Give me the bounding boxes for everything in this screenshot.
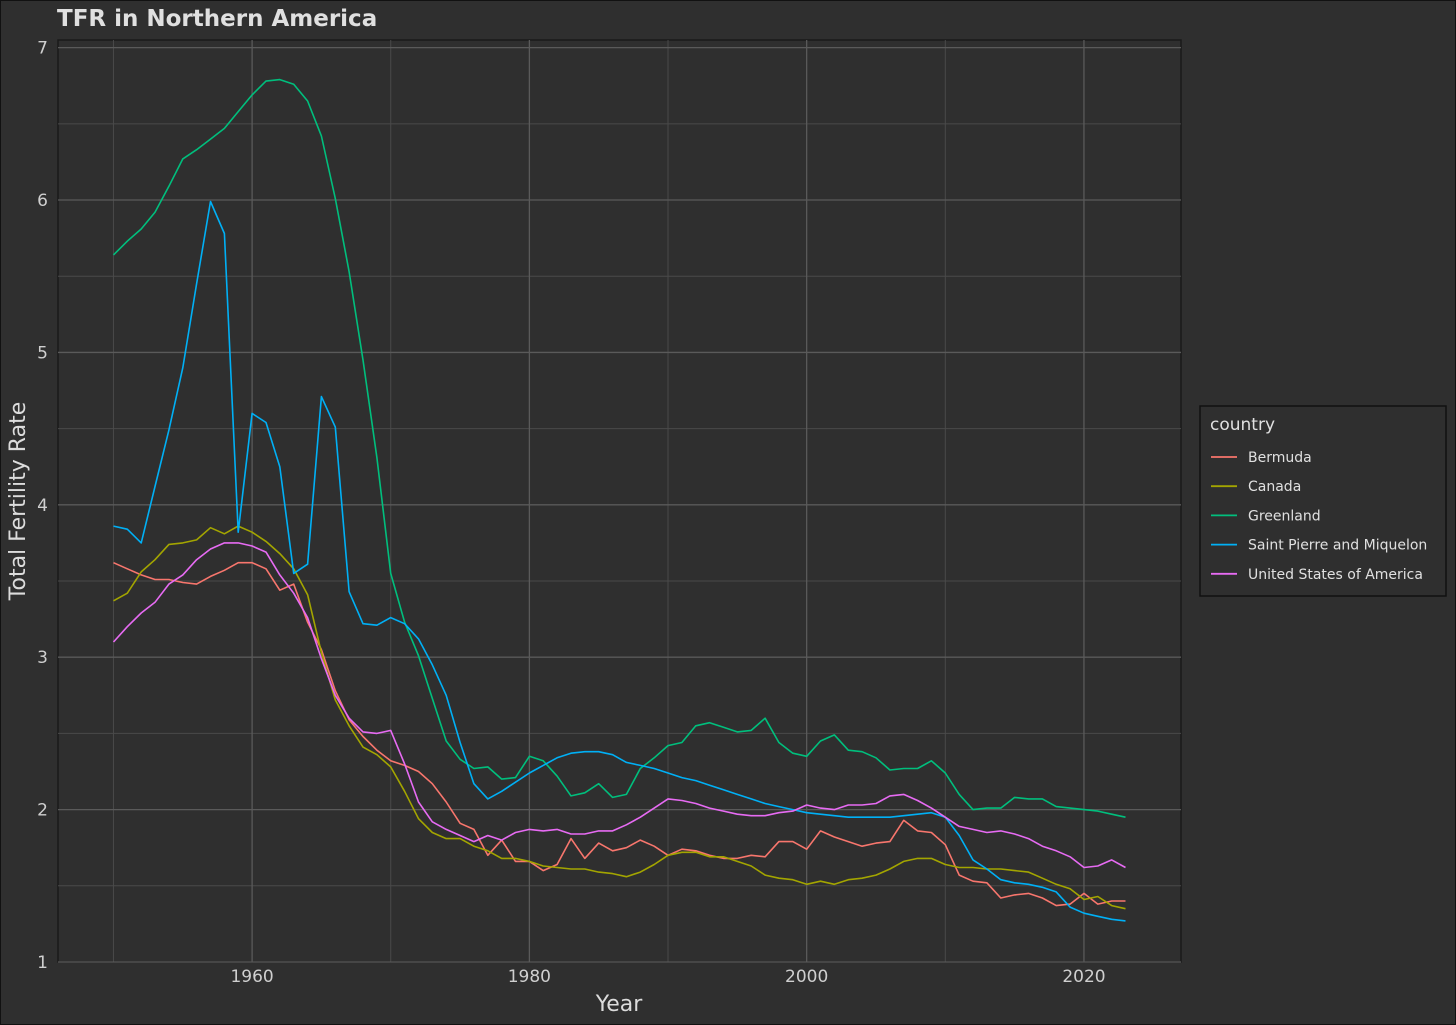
y-tick-label: 1: [37, 953, 48, 973]
y-tick-label: 4: [37, 496, 48, 516]
plot-panel: [57, 39, 1182, 963]
x-tick-label: 1960: [230, 967, 273, 987]
legend-title: country: [1210, 415, 1275, 435]
x-tick-labels: 1960 1980 2000 2020: [230, 967, 1105, 987]
x-axis-title: Year: [595, 992, 644, 1017]
legend: country Bermuda Canada Greenland Saint Pier…: [1199, 405, 1447, 597]
legend-label-canada: Canada: [1248, 479, 1301, 495]
legend-label-greenland: Greenland: [1248, 508, 1321, 524]
legend-label-united-states-of-america: United States of America: [1248, 567, 1423, 583]
y-tick-label: 5: [37, 343, 48, 363]
grid-minor: [58, 40, 1181, 962]
y-tick-label: 2: [37, 801, 48, 821]
x-tick-label: 2000: [785, 967, 828, 987]
y-tick-label: 3: [37, 648, 48, 668]
legend-label-saint-pierre-and-miquelon: Saint Pierre and Miquelon: [1248, 538, 1427, 554]
legend-items: Bermuda Canada Greenland Saint Pierre and M…: [1211, 450, 1427, 583]
legend-box: [1199, 405, 1447, 597]
grid-major: [58, 40, 1181, 963]
series-lines: [112, 78, 1126, 922]
y-tick-label: 6: [37, 191, 48, 211]
y-axis-title: Total Fertility Rate: [6, 402, 31, 601]
series-line-saint-pierre-and-miquelon: [113, 200, 1126, 922]
series-line-united-states-of-america: [112, 542, 1126, 869]
series-line-greenland: [112, 78, 1126, 818]
chart-title: TFR in Northern America: [57, 6, 377, 32]
x-tick-label: 2020: [1062, 967, 1105, 987]
x-tick-label: 1980: [508, 967, 551, 987]
y-tick-labels: 1 2 3 4 5 6 7: [37, 39, 48, 973]
legend-label-bermuda: Bermuda: [1248, 450, 1312, 466]
y-tick-label: 7: [37, 39, 48, 59]
series-line-canada: [113, 525, 1126, 910]
series-line-bermuda: [113, 561, 1126, 907]
